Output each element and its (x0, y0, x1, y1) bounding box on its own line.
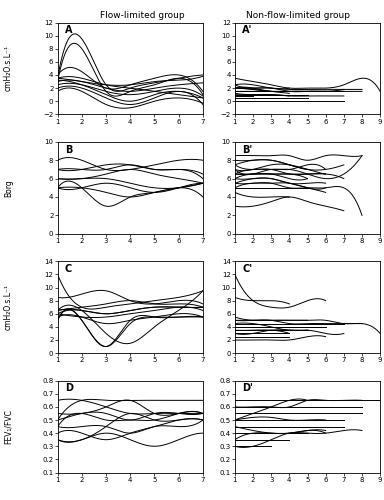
Text: D': D' (242, 384, 253, 394)
Text: cmH₂O.s.L⁻¹: cmH₂O.s.L⁻¹ (4, 46, 13, 92)
Text: A: A (65, 26, 72, 36)
Text: FEV₁/FVC: FEV₁/FVC (4, 409, 13, 444)
Text: Flow-limited group: Flow-limited group (100, 11, 184, 20)
Text: Non-flow-limited group: Non-flow-limited group (246, 11, 349, 20)
Text: Borg: Borg (4, 179, 13, 196)
Text: B': B' (242, 144, 252, 154)
Text: C': C' (242, 264, 252, 274)
Text: cmH₂O.s.L⁻¹: cmH₂O.s.L⁻¹ (4, 284, 13, 330)
Text: C: C (65, 264, 72, 274)
Text: B: B (65, 144, 72, 154)
Text: D: D (65, 384, 73, 394)
Text: A': A' (242, 26, 253, 36)
